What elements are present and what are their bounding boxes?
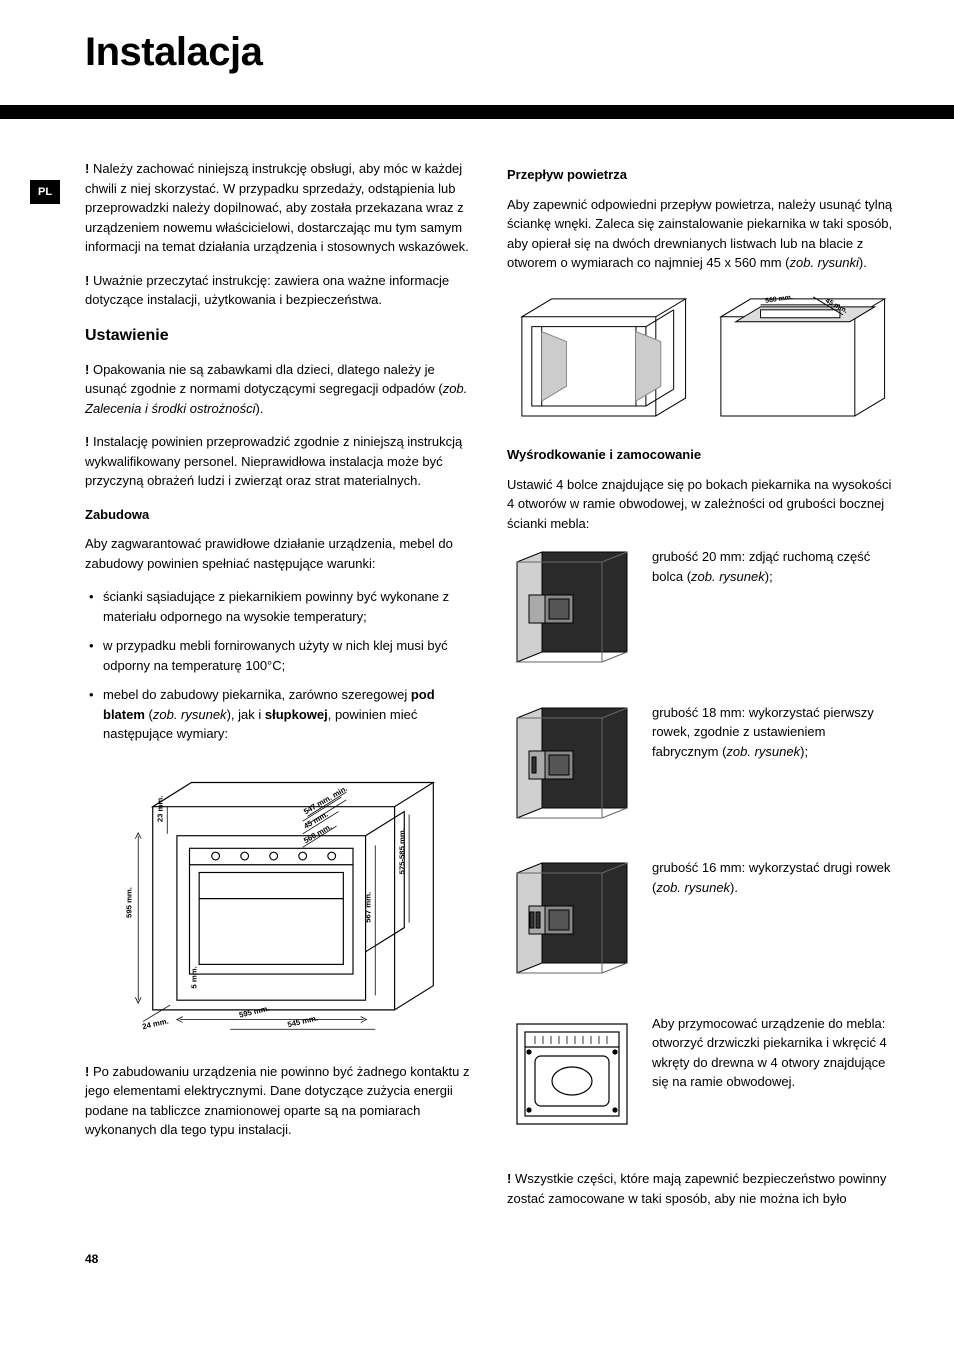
para-airflow: Aby zapewnić odpowiedni przepływ powietr…: [507, 195, 894, 273]
heading-airflow: Przepływ powietrza: [507, 165, 894, 185]
content-columns: ! Należy zachować niniejszą instrukcję o…: [85, 159, 894, 1222]
fixing-text: Aby przymocować urządzenie do mebla: otw…: [652, 1014, 894, 1092]
list-item: ścianki sąsiadujące z piekarnikiem powin…: [85, 587, 472, 626]
divider-bar: [0, 105, 954, 119]
language-tab: PL: [30, 180, 60, 204]
bolt-diagram-18: [507, 703, 637, 823]
airflow-diagram-left: [507, 287, 696, 426]
heading-zabudowa: Zabudowa: [85, 505, 472, 525]
svg-text:567 mm.: 567 mm.: [363, 891, 372, 922]
warning-qualified: ! Instalację powinien przeprowadzić zgod…: [85, 432, 472, 491]
thickness-18-block: grubość 18 mm: wykorzystać pierwszy rowe…: [507, 703, 894, 829]
bolt-diagram-20: [507, 547, 637, 667]
thickness-18-text: grubość 18 mm: wykorzystać pierwszy rowe…: [652, 703, 894, 762]
para-zabudowa-intro: Aby zagwarantować prawidłowe działanie u…: [85, 534, 472, 573]
thickness-16-block: grubość 16 mm: wykorzystać drugi rowek (…: [507, 858, 894, 984]
oven-dimensions-diagram: 595 mm. 23 mm. 567 mm. 575-585 mm. 5 mm.…: [85, 768, 472, 1039]
right-column: Przepływ powietrza Aby zapewnić odpowied…: [507, 159, 894, 1222]
bolt-diagram-16: [507, 858, 637, 978]
svg-text:545 mm.: 545 mm.: [287, 1013, 319, 1029]
page-title: Instalacja: [85, 30, 894, 75]
svg-text:575-585 mm.: 575-585 mm.: [397, 828, 406, 874]
left-column: ! Należy zachować niniejszą instrukcję o…: [85, 159, 472, 1222]
warning-read-carefully: ! Uważnie przeczytać instrukcję: zawiera…: [85, 271, 472, 310]
airflow-diagram-right: 560 mm. 45 mm.: [706, 287, 895, 426]
list-item: mebel do zabudowy piekarnika, zarówno sz…: [85, 685, 472, 744]
warning-after-install: ! Po zabudowaniu urządzenia nie powinno …: [85, 1062, 472, 1140]
airflow-diagrams: 560 mm. 45 mm.: [507, 287, 894, 426]
requirements-list: ścianki sąsiadujące z piekarnikiem powin…: [85, 587, 472, 744]
warning-keep-manual: ! Należy zachować niniejszą instrukcję o…: [85, 159, 472, 257]
page-number: 48: [85, 1252, 894, 1266]
fixing-block: Aby przymocować urządzenie do mebla: otw…: [507, 1014, 894, 1140]
para-centering: Ustawić 4 bolce znajdujące się po bokach…: [507, 475, 894, 534]
svg-text:24 mm.: 24 mm.: [141, 1016, 169, 1031]
svg-text:23 mm.: 23 mm.: [155, 795, 164, 822]
warning-safety-parts: ! Wszystkie części, które mają zapewnić …: [507, 1169, 894, 1208]
warning-packaging: ! Opakowania nie są zabawkami dla dzieci…: [85, 360, 472, 419]
thickness-20-text: grubość 20 mm: zdjąć ruchomą część bolca…: [652, 547, 894, 586]
svg-text:560 mm.: 560 mm.: [764, 294, 793, 305]
svg-text:595 mm.: 595 mm.: [124, 887, 133, 918]
oven-front-diagram: [507, 1014, 637, 1134]
page: Instalacja PL ! Należy zachować niniejsz…: [0, 0, 954, 1286]
svg-text:595 mm.: 595 mm.: [238, 1003, 270, 1019]
list-item: w przypadku mebli fornirowanych użyty w …: [85, 636, 472, 675]
heading-centering: Wyśrodkowanie i zamocowanie: [507, 445, 894, 465]
heading-ustawienie: Ustawienie: [85, 324, 472, 348]
thickness-20-block: grubość 20 mm: zdjąć ruchomą część bolca…: [507, 547, 894, 673]
svg-text:5 mm.: 5 mm.: [189, 966, 198, 988]
thickness-16-text: grubość 16 mm: wykorzystać drugi rowek (…: [652, 858, 894, 897]
